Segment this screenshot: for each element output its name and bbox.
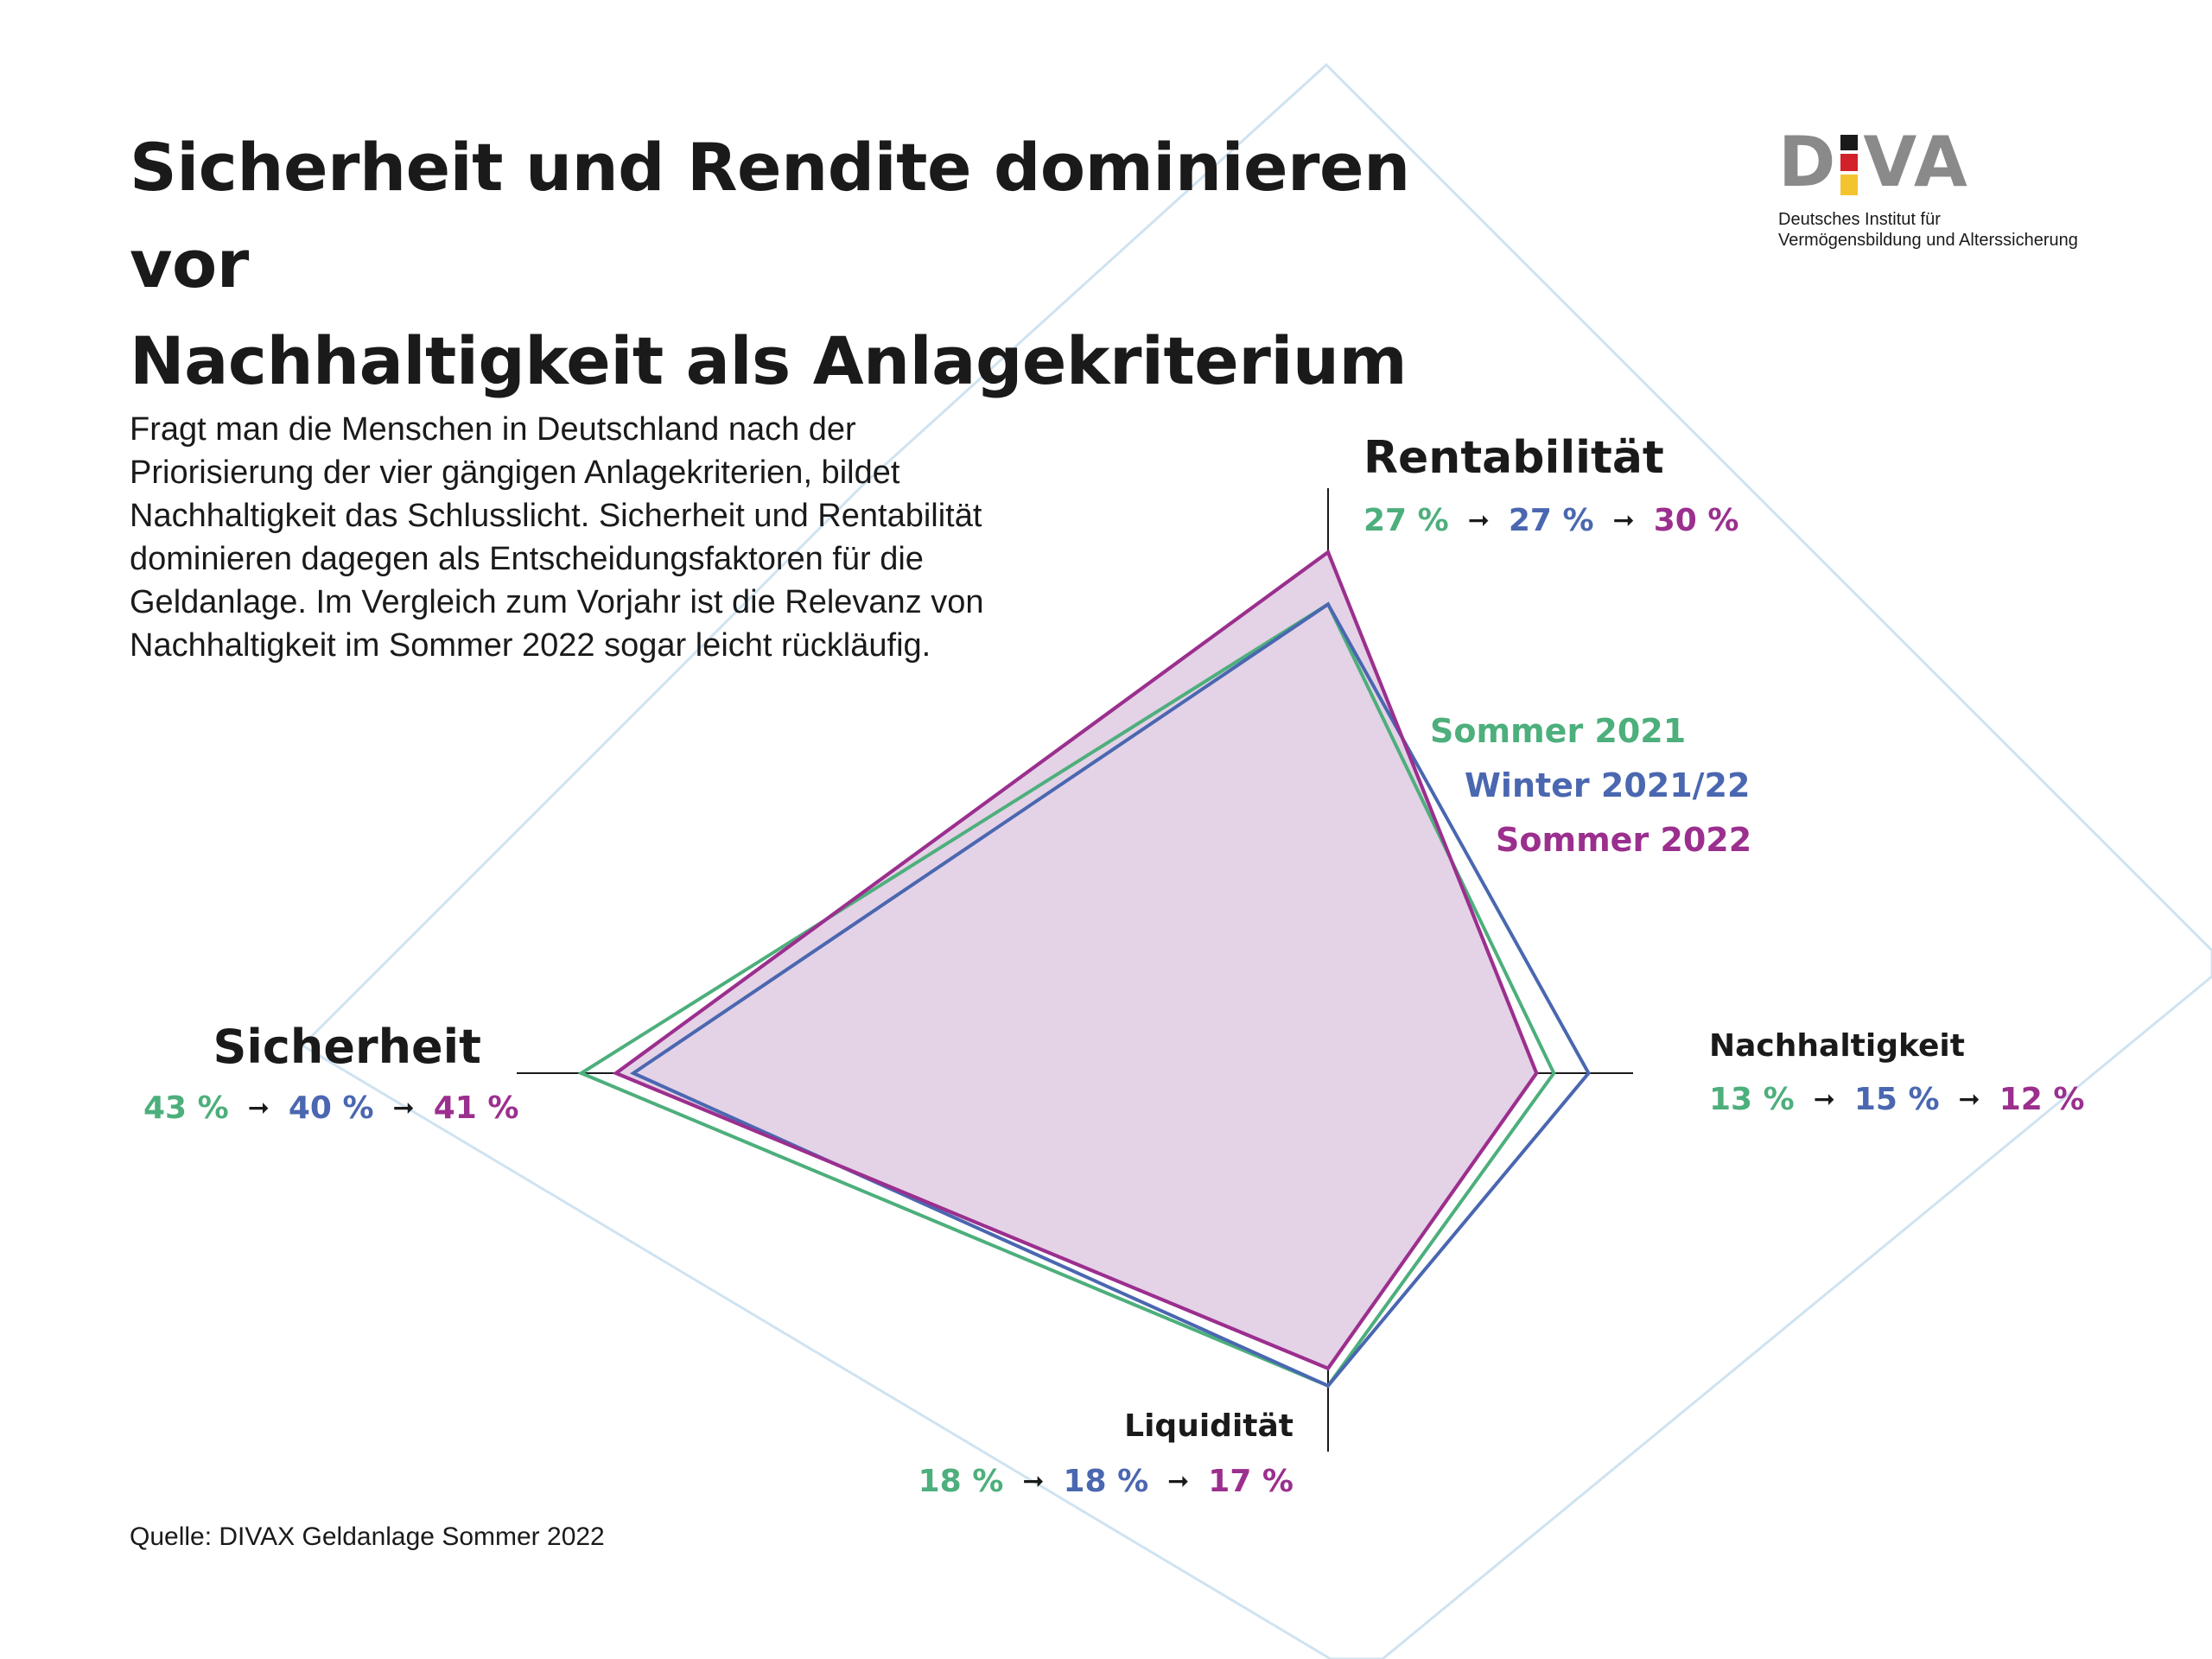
axis-label-rentabilitaet: Rentabilität [1363,432,1664,484]
radar-polygon-winter-2021-22 [629,601,1591,1389]
values-liquiditaet: 18 % ➞ 18 % ➞ 17 % [918,1464,1294,1499]
page-title: Sicherheit und Rendite dominieren vor Na… [130,119,1512,410]
value-rentabilitaet-sommer-2022: 30 % [1653,503,1739,538]
legend-winter-2021-22: Winter 2021/22 [1465,766,1751,804]
page-title-line-2: Nachhaltigkeit als Anlagekriterium [130,322,1408,399]
arrow-icon: ➞ [1022,1466,1045,1497]
arrow-icon: ➞ [247,1093,270,1123]
value-liquiditaet-winter-2021-22: 18 % [1063,1464,1149,1499]
value-sicherheit-sommer-2022: 41 % [433,1090,519,1126]
logo-subtitle-line-2: Vermögensbildung und Alterssicherung [1778,231,2078,250]
value-sicherheit-sommer-2021: 43 % [143,1090,229,1126]
radar-polygon-sommer-2022 [612,549,1539,1371]
arrow-icon: ➞ [1467,505,1490,536]
values-rentabilitaet: 27 % ➞ 27 % ➞ 30 % [1363,503,1738,538]
source-note: Quelle: DIVAX Geldanlage Sommer 2022 [130,1522,605,1551]
radar-series-layer [577,549,1591,1389]
value-rentabilitaet-winter-2021-22: 27 % [1508,503,1594,538]
value-nachhaltigkeit-winter-2021-22: 15 % [1853,1082,1940,1117]
value-sicherheit-winter-2021-22: 40 % [288,1090,374,1126]
values-sicherheit: 43 % ➞ 40 % ➞ 41 % [143,1090,518,1126]
logo-subtitle: Deutsches Institut für Vermögensbildung … [1778,209,2124,251]
axis-label-sicherheit: Sicherheit [213,1020,482,1074]
radar-outline-sommer-2022 [612,549,1539,1371]
value-rentabilitaet-sommer-2021: 27 % [1363,503,1449,538]
diva-logo: D VA Deutsches Institut für Vermögensbil… [1778,128,2124,251]
value-nachhaltigkeit-sommer-2021: 13 % [1709,1082,1795,1117]
legend-sommer-2021: Sommer 2021 [1430,712,1687,750]
logo-letters-va: VA [1863,122,1969,202]
logo-letter-d: D [1778,122,1838,202]
arrow-icon: ➞ [1612,505,1635,536]
legend-sommer-2022: Sommer 2022 [1496,821,1752,859]
axis-label-liquiditaet: Liquidität [1124,1408,1294,1444]
value-nachhaltigkeit-sommer-2022: 12 % [1999,1082,2085,1117]
values-nachhaltigkeit: 13 % ➞ 15 % ➞ 12 % [1709,1082,2084,1117]
arrow-icon: ➞ [1167,1466,1190,1497]
arrow-icon: ➞ [392,1093,415,1123]
logo-flag-i [1840,128,1859,197]
background-diamond-outline [300,62,2212,1659]
value-liquiditaet-sommer-2021: 18 % [918,1464,1004,1499]
arrow-icon: ➞ [1958,1084,1980,1115]
arrow-icon: ➞ [1813,1084,1835,1115]
diva-logo-mark: D VA [1778,128,2124,197]
intro-text: Fragt man die Menschen in Deutschland na… [130,411,984,664]
logo-subtitle-line-1: Deutsches Institut für [1778,210,1941,229]
value-liquiditaet-sommer-2022: 17 % [1208,1464,1294,1499]
axis-label-nachhaltigkeit: Nachhaltigkeit [1709,1028,1965,1064]
page-title-line-1: Sicherheit und Rendite dominieren vor [130,129,1410,302]
